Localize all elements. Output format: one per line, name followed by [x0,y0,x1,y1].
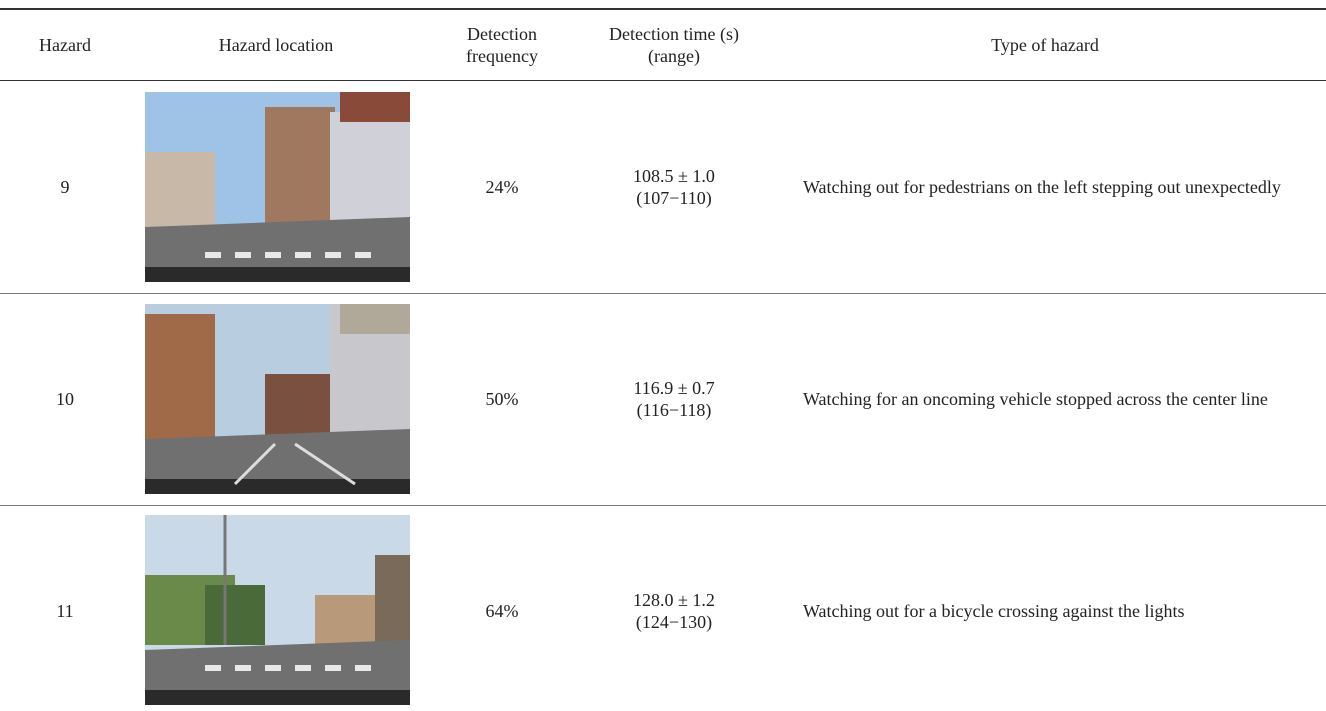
hazard-number: 9 [60,177,70,197]
detection-frequency: 50% [485,389,519,409]
detection-time: 128.0 ± 1.2 (124−130) [584,505,764,711]
hazard-photo [145,515,410,705]
header-rule [0,80,1326,81]
hazard-type: Watching out for a bicycle crossing agai… [803,601,1185,621]
time-range: (116−118) [636,400,712,420]
detection-frequency: 24% [485,177,519,197]
hazard-type: Watching for an oncoming vehicle stopped… [803,389,1268,409]
time-range: (124−130) [635,612,713,632]
hazard-type: Watching out for pedestrians on the left… [803,177,1281,197]
hazard-photo [145,92,410,282]
hazard-photo [145,304,410,494]
top-rule [0,8,1326,10]
detection-time: 116.9 ± 0.7 (116−118) [584,293,764,505]
time-mean: 128.0 ± 1.2 [633,590,715,610]
header-cell: Detection time (s) (range) [609,24,739,66]
detection-frequency: 64% [485,601,519,621]
header-cell: Hazard [39,35,91,55]
row-rule [0,505,1326,506]
time-mean: 116.9 ± 0.7 [633,378,715,398]
header-cell: Hazard location [218,35,334,55]
row-rule [0,293,1326,294]
header-cell: Detection frequency [466,24,538,66]
hazard-number: 10 [56,389,74,409]
detection-time: 108.5 ± 1.0 (107−110) [584,81,764,293]
time-mean: 108.5 ± 1.0 [633,166,715,186]
hazard-number: 11 [56,601,74,621]
header-cell: Type of hazard [991,35,1099,55]
time-range: (107−110) [636,188,712,208]
